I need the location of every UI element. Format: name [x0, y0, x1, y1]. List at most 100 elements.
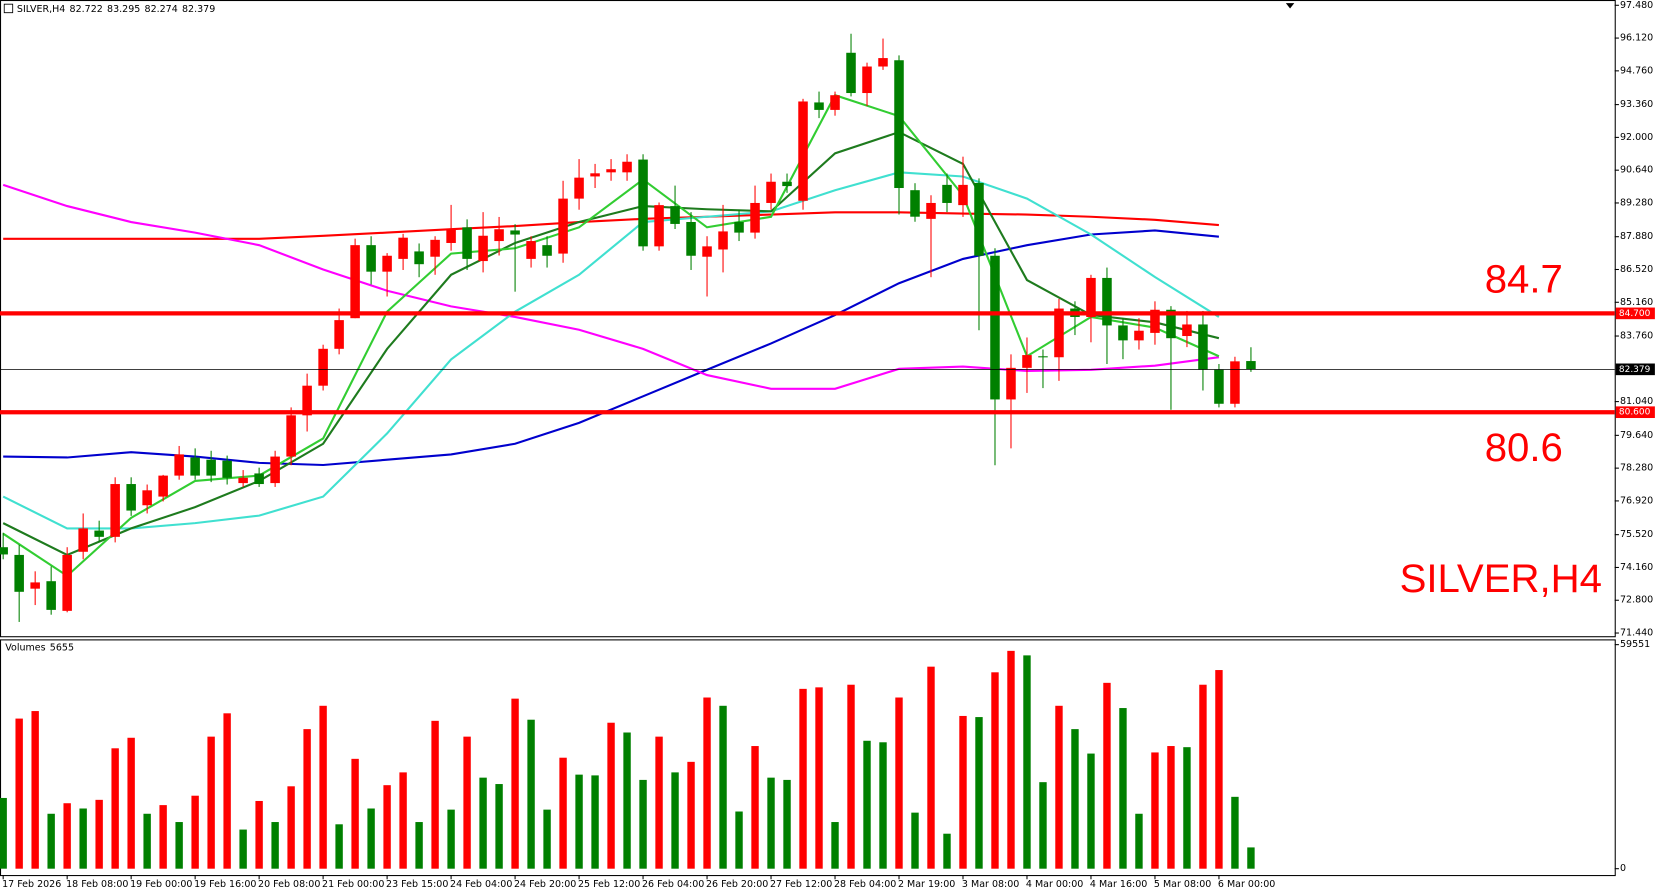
- candle-body: [718, 231, 728, 250]
- candle-body: [1214, 369, 1224, 404]
- candle-body: [302, 385, 312, 416]
- candle-body: [270, 456, 280, 484]
- ohlc-value: 82.274: [145, 4, 178, 15]
- candle-body: [606, 169, 616, 173]
- volume-bar: [895, 697, 903, 869]
- volume-bar: [1007, 650, 1015, 869]
- volume-bar: [735, 811, 743, 869]
- x-tick-label: 20 Feb 08:00: [258, 879, 320, 890]
- volume-bar: [303, 729, 311, 869]
- x-tick-label: 19 Feb 00:00: [130, 879, 192, 890]
- volume-bar: [495, 784, 503, 869]
- candle-body: [30, 582, 40, 589]
- y-tick-label: 92.000: [1620, 132, 1653, 143]
- candle-body: [734, 222, 744, 233]
- ohlc-value: 82.379: [182, 4, 215, 15]
- y-tick-label: 75.520: [1620, 529, 1653, 540]
- candle-body: [526, 241, 536, 259]
- candle-body: [766, 181, 776, 203]
- volume-bar: [159, 805, 167, 869]
- volume-bar: [47, 813, 55, 869]
- candle-body: [1246, 361, 1256, 370]
- volume-bar: [111, 748, 119, 869]
- volume-bar: [15, 718, 23, 869]
- candle-body: [446, 229, 456, 243]
- candle-body: [350, 245, 360, 319]
- candle-body: [798, 101, 808, 201]
- x-tick-label: 18 Feb 08:00: [66, 879, 128, 890]
- y-tick-label: 72.800: [1620, 595, 1653, 606]
- volume-pane: [0, 639, 1616, 877]
- volume-bar: [687, 761, 695, 869]
- candle-body: [846, 52, 856, 94]
- volume-bar: [863, 740, 871, 869]
- x-tick-label: 17 Feb 2026: [2, 879, 61, 890]
- level-annotation: 84.7: [1485, 256, 1563, 301]
- candle-body: [1166, 309, 1176, 339]
- candle-body: [238, 477, 248, 484]
- candle-body: [1134, 330, 1144, 341]
- candle-body: [286, 415, 296, 457]
- candle-body: [78, 528, 88, 552]
- volume-bar: [143, 813, 151, 869]
- candle-body: [46, 581, 56, 610]
- candle-body: [430, 239, 440, 257]
- candle-body: [206, 459, 216, 476]
- volume-bar: [223, 713, 231, 869]
- candle-body: [494, 229, 504, 242]
- volume-bar: [847, 684, 855, 869]
- candle-body: [14, 554, 24, 592]
- volume-bar: [0, 797, 7, 869]
- candle-body: [174, 454, 184, 476]
- volume-bar: [527, 719, 535, 869]
- x-tick-label: 28 Feb 04:00: [834, 879, 896, 890]
- volume-bar: [639, 779, 647, 869]
- volume-bar: [1199, 684, 1207, 869]
- candle-body: [190, 457, 200, 476]
- volume-bar: [255, 800, 263, 869]
- candle-body: [974, 182, 984, 256]
- y-tick-label: 96.120: [1620, 33, 1653, 44]
- volume-bar: [799, 688, 807, 869]
- chart-title: SILVER,H4: [17, 4, 65, 15]
- x-tick-label: 5 Mar 08:00: [1154, 879, 1211, 890]
- candle-body: [542, 245, 552, 256]
- candle-body: [814, 102, 824, 110]
- ohlc-value: 83.295: [107, 4, 140, 15]
- moving-average-line: [3, 229, 1220, 467]
- volume-bar: [1071, 729, 1079, 869]
- candle-body: [158, 475, 168, 497]
- candle-body: [638, 159, 648, 247]
- volume-bar: [319, 705, 327, 869]
- volume-bar: [127, 737, 135, 869]
- volume-bar: [959, 715, 967, 869]
- y-tick-label: 0: [1620, 863, 1626, 874]
- x-tick-label: 24 Feb 20:00: [514, 879, 576, 890]
- candle-body: [990, 255, 1000, 400]
- volume-title: Volumes: [5, 642, 45, 653]
- volume-bar: [463, 736, 471, 869]
- volume-bar: [383, 785, 391, 869]
- candle-body: [894, 60, 904, 189]
- candle-body: [942, 184, 952, 203]
- volume-bar: [1151, 752, 1159, 869]
- moving-average-line: [2, 93, 1220, 578]
- level-price-box: [1615, 307, 1655, 320]
- volume-bar: [335, 824, 343, 869]
- candle-body: [222, 460, 232, 478]
- moving-average-line: [3, 211, 1219, 240]
- moving-average-line: [2, 183, 1220, 390]
- candle-body: [862, 66, 872, 94]
- y-tick-label: 71.440: [1620, 628, 1653, 639]
- candle-body: [1022, 355, 1032, 368]
- volume-bar: [783, 779, 791, 869]
- volume-bar: [1103, 682, 1111, 869]
- candle-body: [1038, 356, 1048, 358]
- candle-body: [574, 177, 584, 199]
- candle-body: [702, 246, 712, 257]
- x-tick-label: 19 Feb 16:00: [194, 879, 256, 890]
- candle-body: [478, 235, 488, 262]
- volume-bar: [399, 772, 407, 869]
- volume-layer: Volumes 5655 59551 0: [0, 639, 1650, 874]
